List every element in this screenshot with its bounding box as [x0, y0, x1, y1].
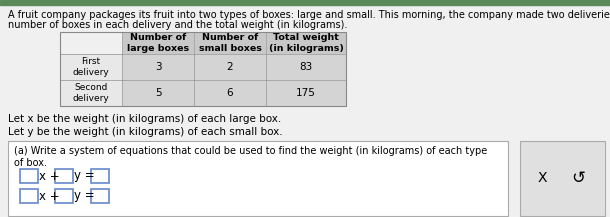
Text: Total weight
(in kilograms): Total weight (in kilograms)	[268, 33, 343, 53]
Text: Number of
large boxes: Number of large boxes	[127, 33, 189, 53]
Bar	[55, 169, 73, 183]
Text: 3: 3	[155, 62, 161, 72]
Bar	[8, 141, 508, 216]
Text: First
delivery: First delivery	[73, 57, 109, 77]
Text: X: X	[537, 171, 547, 186]
Text: (a) Write a system of equations that could be used to find the weight (in kilogr: (a) Write a system of equations that cou…	[14, 146, 487, 156]
Bar	[91, 189, 109, 203]
Text: y =: y =	[74, 169, 95, 182]
Bar	[194, 80, 266, 106]
Bar	[20, 169, 38, 183]
Text: Let x be the weight (in kilograms) of each large box.: Let x be the weight (in kilograms) of ea…	[8, 114, 281, 124]
Text: 83: 83	[300, 62, 312, 72]
Bar	[91, 169, 109, 183]
Bar	[122, 80, 194, 106]
Bar	[194, 32, 266, 54]
Text: 6: 6	[227, 88, 233, 98]
Bar	[266, 32, 346, 54]
Text: ↺: ↺	[571, 169, 585, 187]
Bar	[55, 189, 73, 203]
Text: 175: 175	[296, 88, 316, 98]
Text: of box.: of box.	[14, 158, 47, 168]
Text: A fruit company packages its fruit into two types of boxes: large and small. Thi: A fruit company packages its fruit into …	[8, 10, 610, 20]
Bar	[122, 54, 194, 80]
Bar	[520, 141, 605, 216]
Bar	[0, 0, 610, 5]
Text: number of boxes in each delivery and the total weight (in kilograms).: number of boxes in each delivery and the…	[8, 20, 347, 30]
Text: Number of
small boxes: Number of small boxes	[199, 33, 262, 53]
Bar	[20, 189, 38, 203]
Bar	[194, 54, 266, 80]
Text: 5: 5	[155, 88, 161, 98]
Text: x +: x +	[39, 189, 60, 202]
Text: 2: 2	[227, 62, 233, 72]
Bar	[60, 80, 122, 106]
Text: x +: x +	[39, 169, 60, 182]
Text: Let y be the weight (in kilograms) of each small box.: Let y be the weight (in kilograms) of ea…	[8, 127, 282, 137]
Bar	[266, 54, 346, 80]
Text: y =: y =	[74, 189, 95, 202]
Bar	[266, 80, 346, 106]
Text: Second
delivery: Second delivery	[73, 83, 109, 103]
Bar	[60, 54, 122, 80]
Bar	[60, 32, 346, 106]
Bar	[122, 32, 194, 54]
